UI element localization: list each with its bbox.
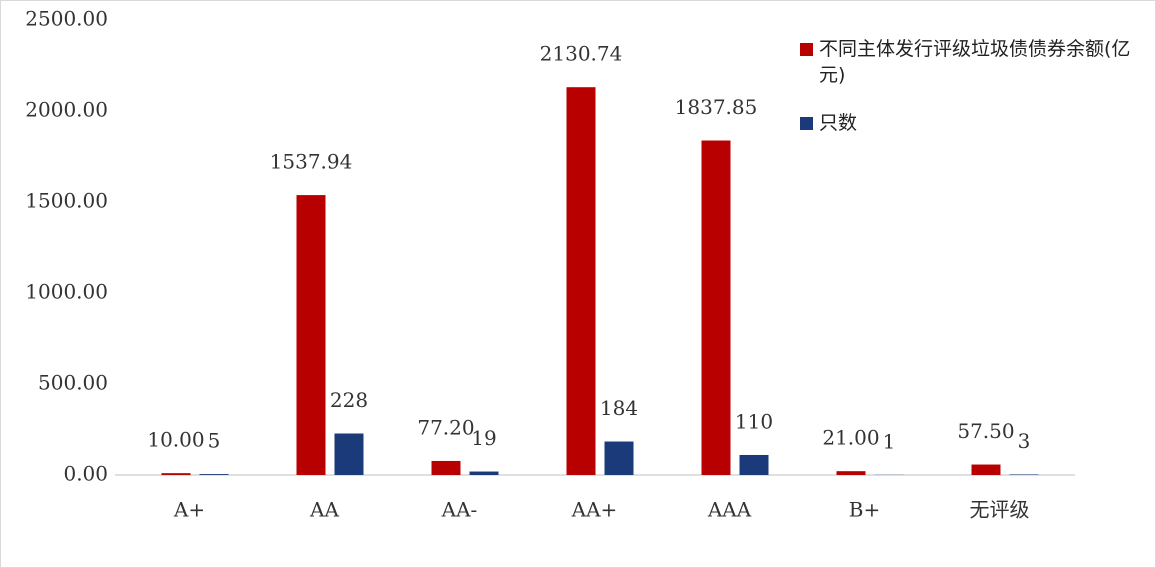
bar <box>701 140 731 476</box>
data-label: 228 <box>330 388 368 412</box>
legend-item: 只数 <box>800 110 1150 136</box>
y-tick-label: 1500.00 <box>25 189 108 213</box>
legend: 不同主体发行评级垃圾债债券余额(亿元) 只数 <box>800 36 1150 158</box>
legend-swatch <box>800 117 813 130</box>
x-tick-label: 无评级 <box>970 498 1030 522</box>
bar <box>604 441 634 475</box>
data-label: 2130.74 <box>540 42 623 66</box>
y-tick-label: 2000.00 <box>25 98 108 122</box>
data-label: 21.00 <box>822 426 879 450</box>
legend-label: 只数 <box>819 112 858 134</box>
data-label: 10.00 <box>147 428 204 452</box>
y-tick-label: 0.00 <box>63 462 108 486</box>
x-tick-label: A+ <box>173 498 205 522</box>
bar <box>836 471 866 475</box>
data-label: 5 <box>208 429 221 453</box>
data-label: 19 <box>471 426 496 450</box>
legend-label: 不同主体发行评级垃圾债债券余额(亿元) <box>819 38 1131 86</box>
legend-item: 不同主体发行评级垃圾债债券余额(亿元) <box>800 36 1150 88</box>
y-tick-label: 500.00 <box>38 371 108 395</box>
data-label: 57.50 <box>957 419 1014 443</box>
bar <box>296 195 326 476</box>
x-tick-label: AA <box>309 498 339 522</box>
bar <box>1009 474 1039 475</box>
data-label: 110 <box>735 409 773 433</box>
bar <box>431 460 461 475</box>
bar <box>469 471 499 475</box>
x-tick-label: AA- <box>441 498 478 522</box>
data-label: 77.20 <box>417 415 474 439</box>
bar <box>739 454 769 475</box>
data-label: 3 <box>1018 429 1031 453</box>
bar <box>161 473 191 475</box>
data-label: 1 <box>883 429 896 453</box>
bar <box>334 433 364 475</box>
bar <box>566 87 596 475</box>
bar <box>971 464 1001 475</box>
legend-swatch <box>800 43 813 56</box>
y-tick-label: 1000.00 <box>25 280 108 304</box>
x-tick-label: AA+ <box>571 498 618 522</box>
data-label: 1837.85 <box>675 95 758 119</box>
data-label: 184 <box>600 396 638 420</box>
x-tick-label: AAA <box>707 498 752 522</box>
bar <box>199 474 229 475</box>
x-tick-label: B+ <box>849 498 880 522</box>
data-label: 1537.94 <box>270 150 353 174</box>
y-tick-label: 2500.00 <box>25 7 108 31</box>
